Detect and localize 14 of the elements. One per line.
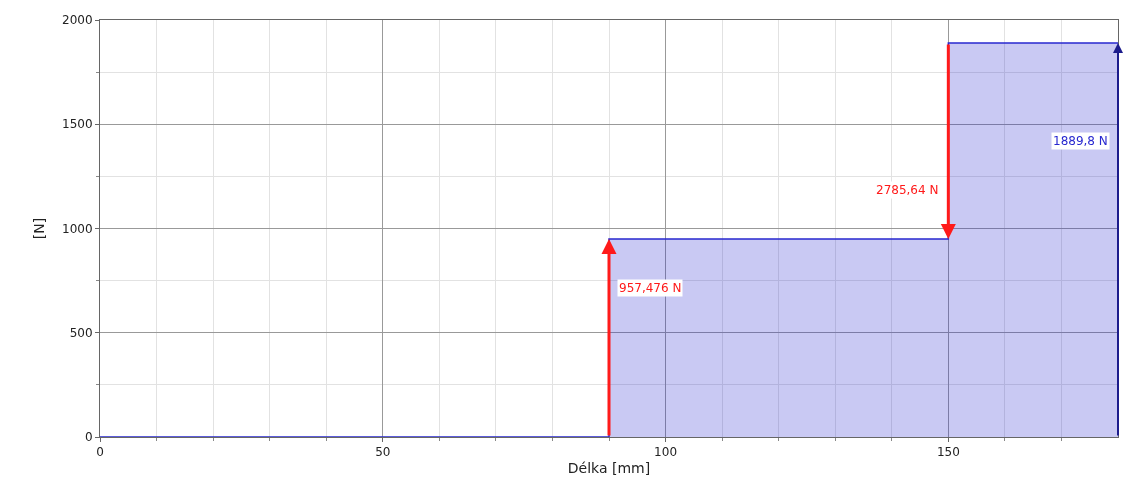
x-tick-label: 150 — [936, 445, 960, 460]
y-tick-label: 0 — [84, 430, 93, 445]
annotation: 2785,64 N — [876, 183, 939, 197]
x-tick-label: 50 — [375, 445, 391, 460]
x-tick-label: 0 — [96, 445, 104, 460]
x-axis-title: Délka [mm] — [567, 459, 651, 476]
x-tick-label: 100 — [654, 445, 678, 460]
y-tick-label: 1000 — [62, 221, 93, 236]
y-axis-title: [N] — [30, 217, 47, 240]
annotation: 957,476 N — [619, 281, 682, 295]
y-tick-label: 2000 — [62, 13, 93, 28]
y-tick-label: 1500 — [62, 117, 93, 132]
annotation: 1889,8 N — [1053, 134, 1108, 148]
y-tick-label: 500 — [69, 325, 93, 340]
